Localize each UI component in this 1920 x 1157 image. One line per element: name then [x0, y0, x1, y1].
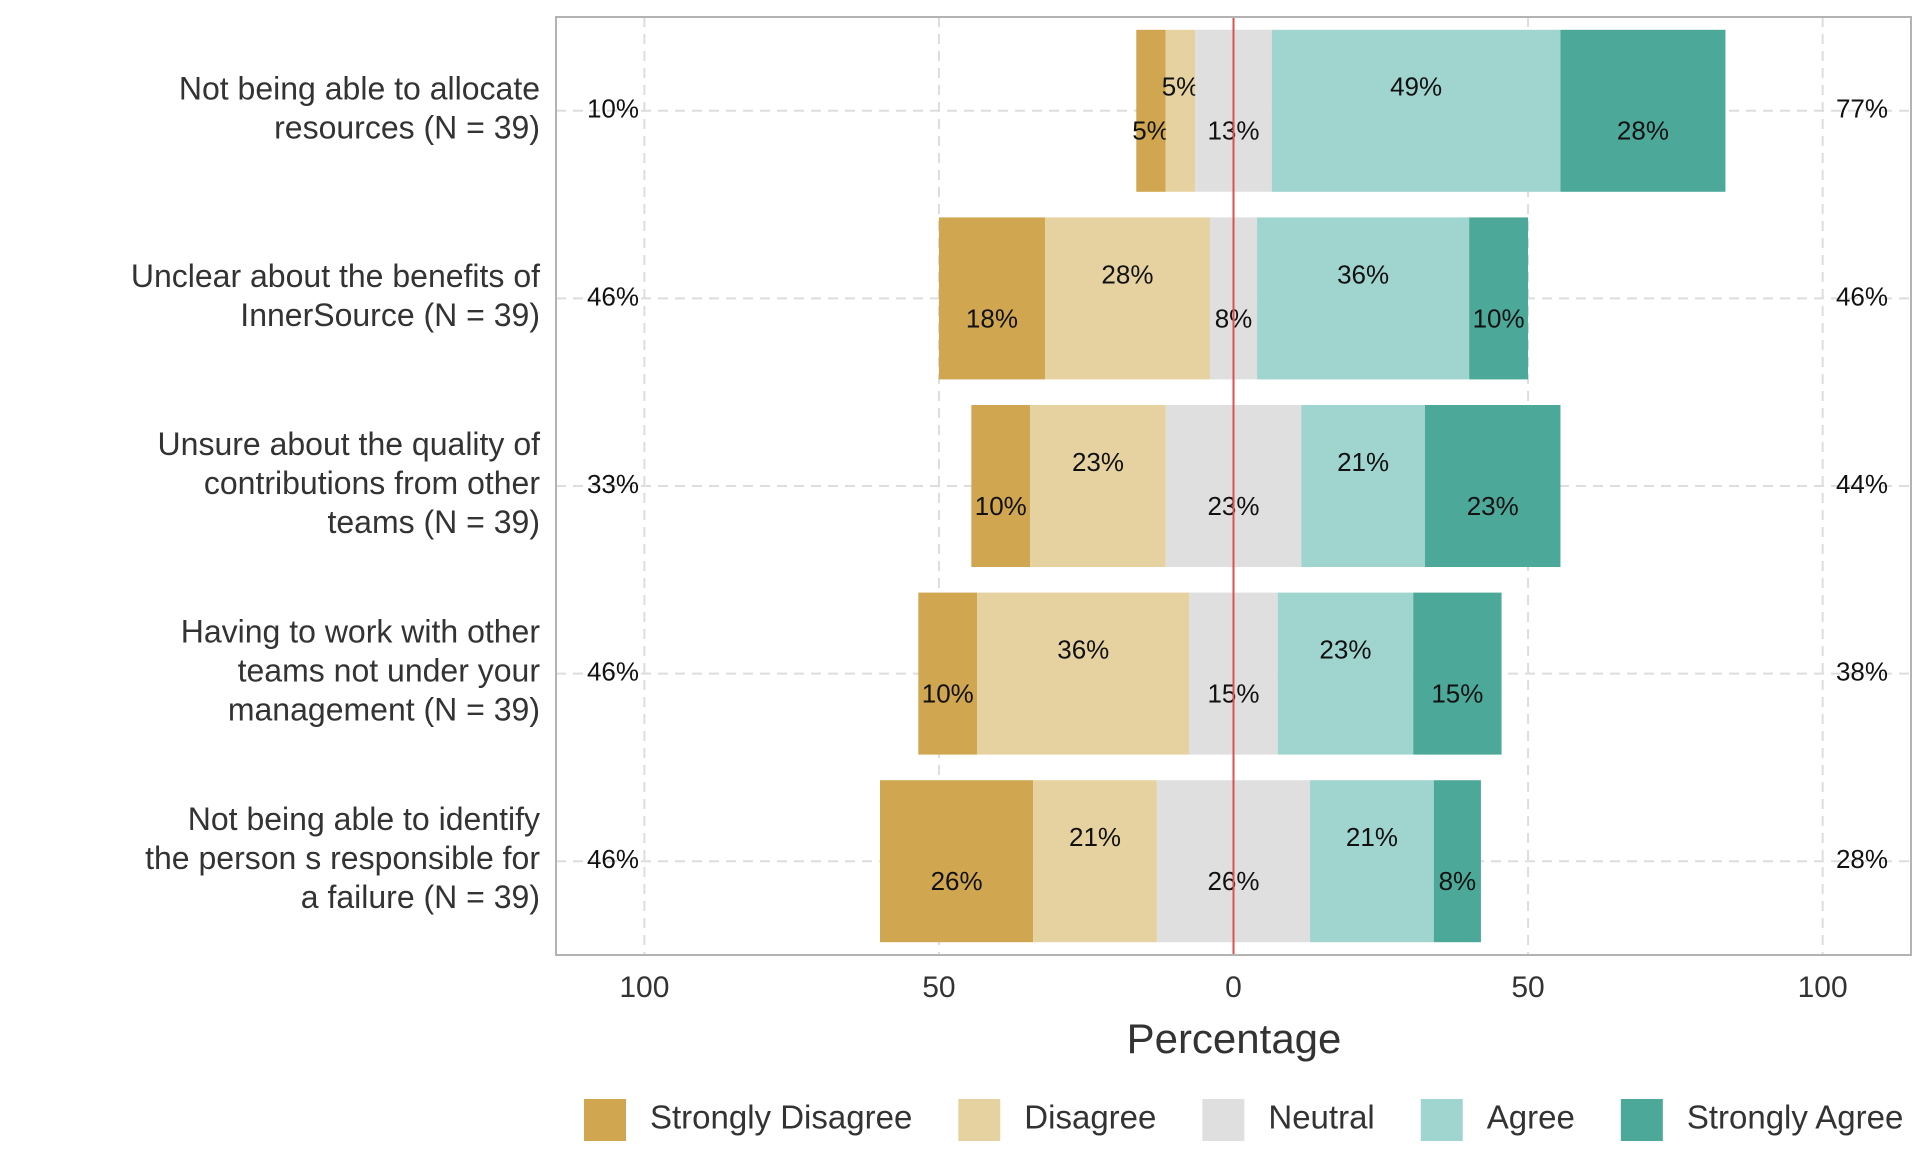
value-label: 10%: [975, 491, 1027, 521]
bar-segment: [1033, 780, 1157, 943]
x-tick-label: 100: [619, 971, 669, 1004]
right-total: 38%: [1836, 656, 1888, 686]
value-label: 18%: [966, 303, 1018, 333]
value-label: 23%: [1072, 447, 1124, 477]
bar-segment: [1424, 405, 1561, 567]
plot-border: [555, 16, 1912, 956]
category-label: Unsure about the quality of contributions…: [158, 426, 541, 540]
legend-label: Disagree: [1024, 1099, 1156, 1136]
left-total: 46%: [587, 656, 639, 686]
legend-swatch: [958, 1099, 1001, 1141]
right-total: 28%: [1836, 844, 1888, 874]
left-total: 46%: [587, 844, 639, 874]
bar-segment: [1030, 405, 1166, 567]
x-axis-title: Percentage: [1127, 1015, 1342, 1062]
bar-segment: [1136, 29, 1166, 192]
bar-segment: [971, 405, 1031, 567]
category-label: Having to work with other teams not under…: [181, 614, 541, 728]
value-label: 23%: [1319, 634, 1371, 664]
value-label: 5%: [1132, 116, 1170, 146]
legend-label: Strongly Agree: [1687, 1099, 1903, 1136]
value-label: 36%: [1337, 259, 1389, 289]
value-label: 15%: [1431, 678, 1483, 708]
category-label: Not being able to identify the person s r…: [145, 802, 540, 916]
value-label: 49%: [1390, 72, 1442, 102]
bar-segment: [918, 592, 978, 755]
bar-segment: [880, 780, 1034, 943]
x-tick-label: 0: [1225, 971, 1242, 1004]
bar-segment: [1469, 217, 1529, 380]
bar-segment: [1257, 217, 1470, 380]
bar-segment: [938, 217, 1045, 380]
left-total: 33%: [587, 469, 639, 499]
bar-segment: [1271, 29, 1561, 192]
legend-label: Strongly Disagree: [650, 1099, 912, 1136]
bar-segment: [1433, 780, 1481, 943]
value-label: 23%: [1467, 491, 1519, 521]
legend-swatch: [584, 1099, 626, 1141]
value-label: 8%: [1439, 866, 1477, 896]
right-total: 46%: [1836, 281, 1888, 311]
legend-swatch: [1420, 1099, 1463, 1141]
bar-segment: [1301, 405, 1425, 567]
legend-swatch: [1202, 1099, 1245, 1141]
right-total: 44%: [1836, 469, 1888, 499]
value-label: 10%: [1473, 303, 1525, 333]
x-tick-label: 100: [1798, 971, 1848, 1004]
left-total: 46%: [587, 281, 639, 311]
category-label: Not being able to allocate resources (N =…: [179, 71, 540, 146]
x-tick-label: 50: [1511, 971, 1544, 1004]
bar-segment: [1413, 592, 1502, 755]
legend-label: Agree: [1487, 1099, 1575, 1136]
value-label: 21%: [1346, 822, 1398, 852]
value-label: 28%: [1101, 259, 1153, 289]
value-label: 10%: [922, 678, 974, 708]
right-total: 77%: [1836, 94, 1888, 124]
value-label: 26%: [931, 866, 983, 896]
bar-segment: [1560, 29, 1726, 192]
bar-segment: [1277, 592, 1414, 755]
value-label: 28%: [1617, 116, 1669, 146]
legend-label: Neutral: [1268, 1099, 1374, 1136]
value-label: 21%: [1337, 447, 1389, 477]
value-label: 5%: [1162, 72, 1200, 102]
bar-segment: [1165, 29, 1196, 192]
bar-segment: [977, 592, 1190, 755]
legend-swatch: [1620, 1099, 1663, 1141]
bar-segment: [1310, 780, 1434, 943]
value-label: 21%: [1069, 822, 1121, 852]
bar-segment: [1044, 217, 1210, 380]
value-label: 36%: [1057, 634, 1109, 664]
left-total: 10%: [587, 94, 639, 124]
category-label: Unclear about the benefits of InnerSource…: [131, 258, 540, 333]
x-tick-label: 50: [922, 971, 955, 1004]
